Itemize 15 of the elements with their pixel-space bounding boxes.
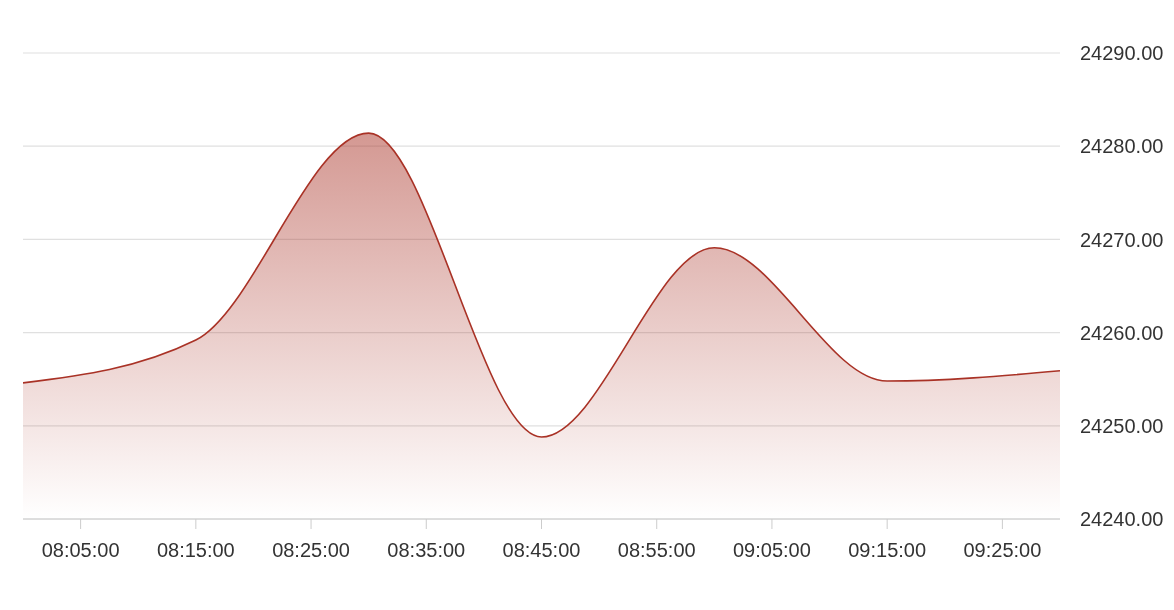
y-tick-label: 24290.00 [1080, 42, 1164, 65]
x-tick-label: 08:15:00 [156, 539, 235, 562]
y-tick-label: 24270.00 [1080, 228, 1164, 251]
x-tick-label: 09:05:00 [733, 539, 811, 562]
y-tick-label: 24260.00 [1080, 321, 1164, 344]
x-tick-label: 08:45:00 [502, 539, 581, 562]
x-tick-label: 08:05:00 [41, 539, 120, 562]
x-tick-label: 09:15:00 [848, 539, 927, 562]
x-tick-label: 08:35:00 [387, 539, 466, 562]
x-tick-label: 08:55:00 [617, 539, 696, 562]
y-tick-label: 24280.00 [1080, 135, 1164, 158]
x-tick-label: 08:25:00 [272, 539, 350, 562]
y-tick-label: 24240.00 [1080, 508, 1164, 531]
x-tick-label: 09:25:00 [963, 539, 1042, 562]
y-tick-label: 24250.00 [1080, 414, 1164, 437]
